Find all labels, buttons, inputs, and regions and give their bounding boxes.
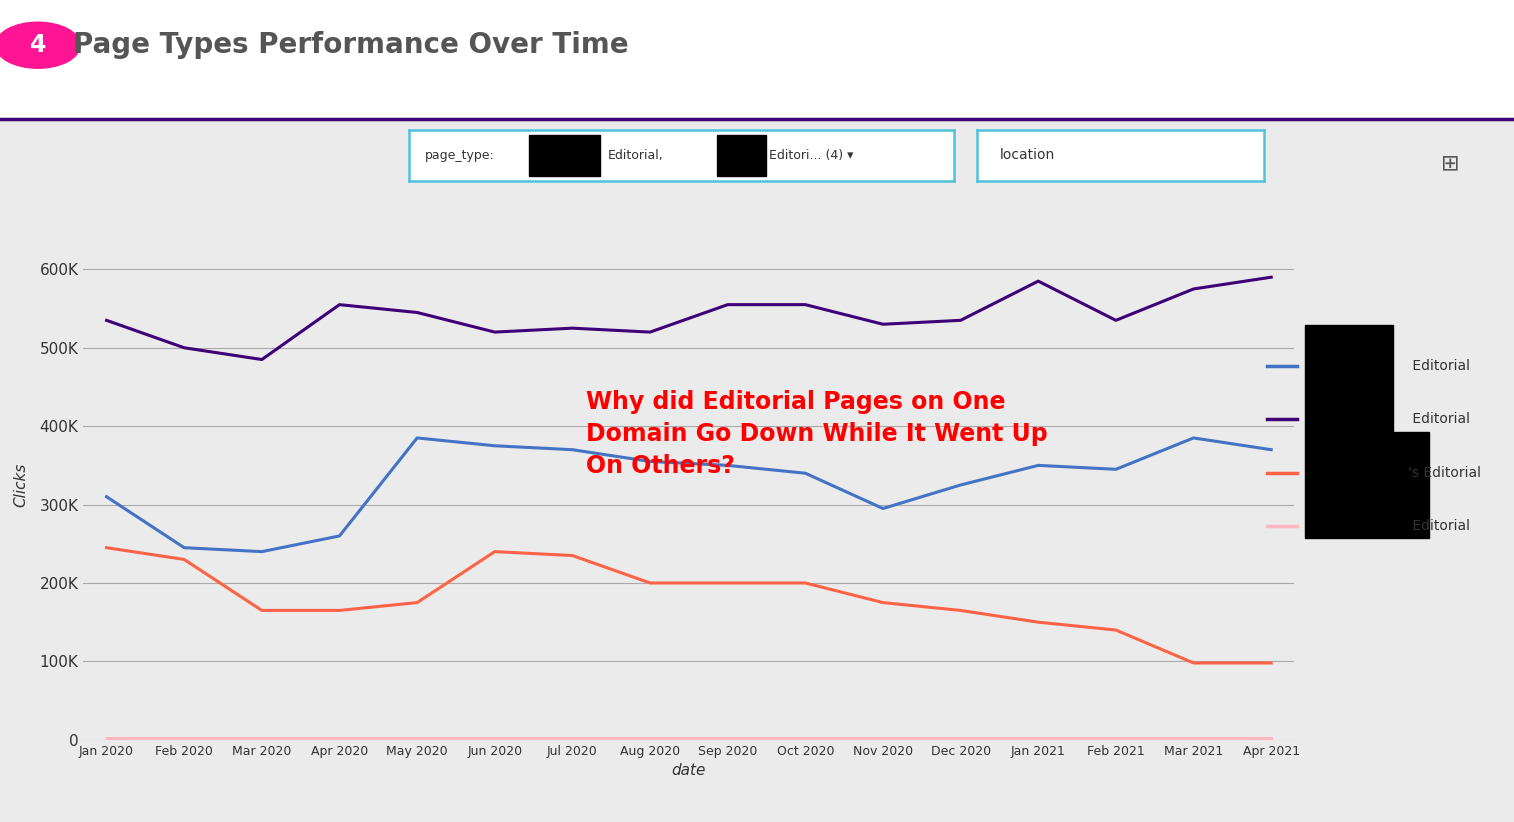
Y-axis label: Clicks: Clicks	[14, 463, 29, 507]
Text: 4: 4	[30, 33, 45, 58]
Text: Editorial,: Editorial,	[607, 149, 663, 162]
Text: Editorial: Editorial	[1408, 519, 1470, 533]
Text: page_type:: page_type:	[425, 149, 495, 162]
Text: Editori... (4) ▾: Editori... (4) ▾	[769, 149, 852, 162]
Text: Editorial: Editorial	[1408, 358, 1470, 373]
Bar	[528, 135, 600, 176]
Text: ⊞: ⊞	[1441, 155, 1459, 174]
Text: 's Editorial: 's Editorial	[1408, 465, 1481, 480]
Text: Editorial: Editorial	[1408, 412, 1470, 427]
Bar	[716, 135, 766, 176]
Text: Page Types Performance Over Time: Page Types Performance Over Time	[73, 31, 628, 59]
Text: Why did Editorial Pages on One
Domain Go Down While It Went Up
On Others?: Why did Editorial Pages on One Domain Go…	[586, 390, 1048, 478]
Text: location: location	[999, 148, 1055, 163]
X-axis label: date: date	[672, 763, 706, 778]
